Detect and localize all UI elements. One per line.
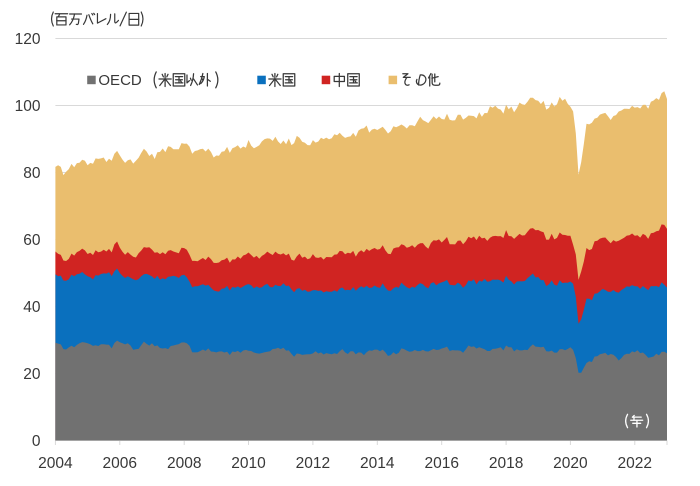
svg-text:100: 100	[15, 98, 41, 115]
svg-text:2022: 2022	[618, 455, 652, 472]
svg-text:2014: 2014	[360, 455, 395, 472]
svg-text:2012: 2012	[296, 455, 330, 472]
svg-text:OECD: OECD	[98, 72, 142, 89]
svg-text:60: 60	[23, 232, 41, 249]
svg-text:2008: 2008	[167, 455, 201, 472]
svg-text:2016: 2016	[424, 455, 458, 472]
svg-text:2004: 2004	[38, 455, 73, 472]
svg-text:2020: 2020	[553, 455, 588, 472]
svg-text:80: 80	[23, 165, 41, 182]
svg-text:2010: 2010	[231, 455, 266, 472]
svg-text:0: 0	[32, 433, 41, 450]
svg-text:2018: 2018	[489, 455, 523, 472]
svg-text:120: 120	[15, 31, 41, 48]
svg-text:2006: 2006	[103, 455, 137, 472]
svg-text:40: 40	[23, 299, 41, 316]
svg-text:20: 20	[23, 366, 41, 383]
